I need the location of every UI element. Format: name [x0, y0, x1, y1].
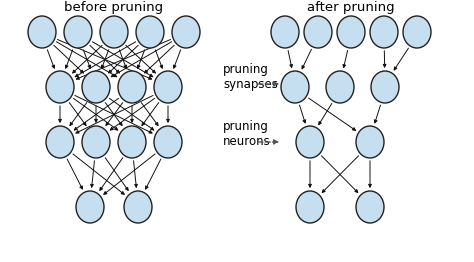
- Ellipse shape: [118, 126, 146, 158]
- Ellipse shape: [154, 71, 182, 103]
- Ellipse shape: [76, 191, 104, 223]
- Ellipse shape: [304, 16, 332, 48]
- Ellipse shape: [356, 191, 384, 223]
- Ellipse shape: [296, 126, 324, 158]
- Ellipse shape: [296, 191, 324, 223]
- Text: pruning
synapses: pruning synapses: [223, 63, 278, 91]
- Ellipse shape: [356, 126, 384, 158]
- Ellipse shape: [124, 191, 152, 223]
- Ellipse shape: [100, 16, 128, 48]
- Text: pruning
neurons: pruning neurons: [223, 120, 271, 148]
- Ellipse shape: [136, 16, 164, 48]
- Ellipse shape: [46, 71, 74, 103]
- Ellipse shape: [64, 16, 92, 48]
- Ellipse shape: [82, 126, 110, 158]
- Ellipse shape: [172, 16, 200, 48]
- Ellipse shape: [371, 71, 399, 103]
- Ellipse shape: [118, 71, 146, 103]
- Ellipse shape: [46, 126, 74, 158]
- Ellipse shape: [82, 71, 110, 103]
- Ellipse shape: [28, 16, 56, 48]
- Ellipse shape: [281, 71, 309, 103]
- Ellipse shape: [326, 71, 354, 103]
- Ellipse shape: [403, 16, 431, 48]
- Text: after pruning: after pruning: [307, 1, 395, 14]
- Ellipse shape: [337, 16, 365, 48]
- Text: before pruning: before pruning: [64, 1, 164, 14]
- Ellipse shape: [154, 126, 182, 158]
- Ellipse shape: [370, 16, 398, 48]
- Ellipse shape: [271, 16, 299, 48]
